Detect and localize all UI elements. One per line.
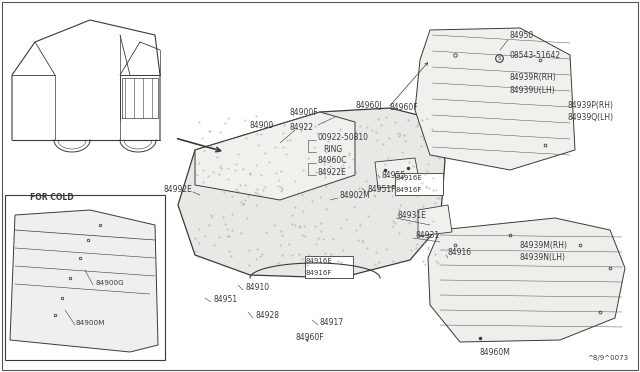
Text: 84916E: 84916E — [396, 175, 423, 181]
Bar — [5, 195, 165, 360]
Text: 84917: 84917 — [320, 318, 344, 327]
Polygon shape — [195, 112, 355, 200]
Text: 08543-51642: 08543-51642 — [510, 51, 561, 60]
Text: 84939N(LH): 84939N(LH) — [520, 253, 566, 262]
Text: 00922-50810: 00922-50810 — [318, 133, 369, 142]
Text: 84922: 84922 — [290, 123, 314, 132]
Text: 84931E: 84931E — [398, 211, 427, 220]
Text: S: S — [497, 55, 500, 61]
Text: 84950: 84950 — [510, 31, 534, 40]
Text: 84960F: 84960F — [390, 103, 419, 112]
Text: 84960M: 84960M — [480, 348, 511, 357]
Text: 84951F: 84951F — [368, 185, 397, 194]
Polygon shape — [418, 205, 452, 236]
Text: 84992E: 84992E — [163, 185, 192, 194]
Text: 84939Q(LH): 84939Q(LH) — [568, 113, 614, 122]
Polygon shape — [428, 218, 625, 342]
Text: 84902M: 84902M — [340, 191, 371, 200]
Polygon shape — [178, 108, 445, 278]
Polygon shape — [375, 158, 420, 188]
Text: 84916F: 84916F — [306, 270, 332, 276]
Text: ^8/9^0073: ^8/9^0073 — [587, 355, 628, 361]
Text: 84931: 84931 — [415, 231, 439, 240]
Text: 84916F: 84916F — [396, 187, 422, 193]
Text: 84916E: 84916E — [306, 258, 333, 264]
Text: 84939M(RH): 84939M(RH) — [520, 241, 568, 250]
Bar — [395, 173, 443, 195]
Text: 84955: 84955 — [382, 171, 406, 180]
Text: 84900G: 84900G — [95, 280, 124, 286]
Text: 84960J: 84960J — [355, 101, 381, 110]
Text: 84951: 84951 — [213, 295, 237, 304]
Text: 84960F: 84960F — [295, 333, 324, 342]
Polygon shape — [10, 210, 158, 352]
Text: 84928: 84928 — [255, 311, 279, 320]
Text: 84900M: 84900M — [75, 320, 104, 326]
Text: 84916: 84916 — [448, 248, 472, 257]
Text: 84900F: 84900F — [290, 108, 319, 117]
Text: 84922E: 84922E — [318, 168, 347, 177]
Bar — [305, 256, 353, 278]
Text: 84939R(RH): 84939R(RH) — [510, 73, 557, 82]
Text: 84900: 84900 — [250, 121, 275, 130]
Text: 84910: 84910 — [245, 283, 269, 292]
Text: RING: RING — [323, 145, 342, 154]
Text: 84960C: 84960C — [318, 156, 348, 165]
Polygon shape — [415, 28, 575, 170]
Text: 84939P(RH): 84939P(RH) — [568, 101, 614, 110]
Text: 84939U(LH): 84939U(LH) — [510, 86, 556, 95]
Text: FOR COLD: FOR COLD — [30, 193, 74, 202]
